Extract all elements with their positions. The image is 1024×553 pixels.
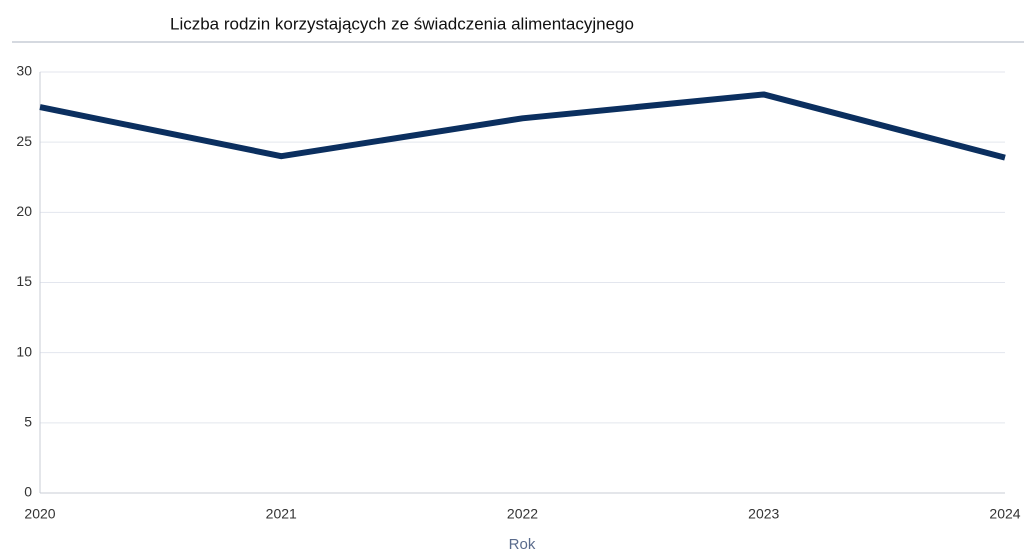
y-tick-label: 0 [24, 484, 32, 500]
chart-title: Liczba rodzin korzystających ze świadcze… [170, 14, 634, 33]
x-tick-label: 2024 [989, 506, 1020, 522]
y-tick-label: 30 [16, 63, 32, 79]
x-tick-label: 2023 [748, 506, 779, 522]
y-tick-label: 15 [16, 273, 32, 289]
x-tick-label: 2021 [266, 506, 297, 522]
x-tick-label: 2022 [507, 506, 538, 522]
y-tick-label: 5 [24, 414, 32, 430]
y-tick-label: 25 [16, 133, 32, 149]
x-axis-title: Rok [509, 536, 536, 553]
y-tick-label: 10 [16, 343, 32, 359]
data-line [39, 91, 1006, 161]
y-tick-label: 20 [16, 203, 32, 219]
x-tick-label: 2020 [24, 506, 55, 522]
